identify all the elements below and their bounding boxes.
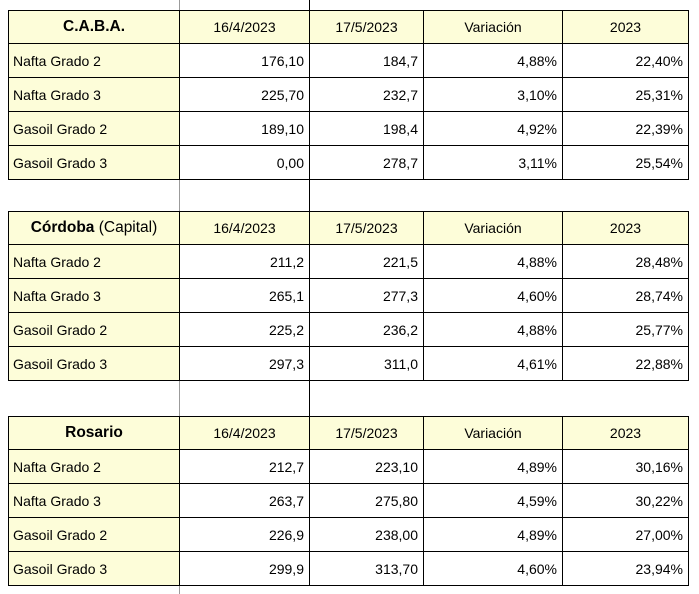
column-header-2023: 2023: [562, 10, 689, 44]
city-name: C.A.B.A.: [63, 18, 125, 35]
column-header-variation: Variación: [423, 10, 563, 44]
table-row: Nafta Grado 3 263,7 275,80 4,59% 30,22%: [8, 483, 689, 518]
price-may-cell: 278,7: [309, 145, 424, 180]
table-row: Gasoil Grado 2 225,2 236,2 4,88% 25,77%: [8, 312, 689, 347]
price-may-cell: 277,3: [309, 278, 424, 313]
column-header-variation: Variación: [423, 211, 563, 245]
ytd-2023-cell: 25,31%: [562, 77, 689, 112]
variation-cell: 4,88%: [423, 43, 563, 78]
column-header-2023: 2023: [562, 211, 689, 245]
table-row: Gasoil Grado 3 299,9 313,70 4,60% 23,94%: [8, 551, 689, 586]
product-label: Nafta Grado 3: [8, 483, 180, 518]
city-name: Rosario: [65, 424, 123, 441]
variation-cell: 4,59%: [423, 483, 563, 518]
ytd-2023-cell: 28,48%: [562, 244, 689, 279]
product-label: Gasoil Grado 2: [8, 517, 180, 552]
price-apr-cell: 263,7: [179, 483, 310, 518]
column-header-may-date: 17/5/2023: [309, 211, 424, 245]
price-may-cell: 275,80: [309, 483, 424, 518]
price-apr-cell: 265,1: [179, 278, 310, 313]
variation-cell: 4,89%: [423, 449, 563, 484]
variation-cell: 4,89%: [423, 517, 563, 552]
header-row: Córdoba (Capital) 16/4/2023 17/5/2023 Va…: [8, 211, 689, 245]
city-suffix: (Capital): [94, 219, 158, 236]
price-table-rosario: Rosario 16/4/2023 17/5/2023 Variación 20…: [8, 416, 689, 586]
city-header: C.A.B.A.: [8, 10, 180, 44]
table-row: Nafta Grado 3 265,1 277,3 4,60% 28,74%: [8, 278, 689, 313]
ytd-2023-cell: 23,94%: [562, 551, 689, 586]
price-may-cell: 184,7: [309, 43, 424, 78]
column-header-2023: 2023: [562, 416, 689, 450]
table-row: Nafta Grado 2 212,7 223,10 4,89% 30,16%: [8, 449, 689, 484]
price-apr-cell: 226,9: [179, 517, 310, 552]
price-apr-cell: 225,70: [179, 77, 310, 112]
price-apr-cell: 297,3: [179, 346, 310, 381]
table-row: Gasoil Grado 3 297,3 311,0 4,61% 22,88%: [8, 346, 689, 381]
ytd-2023-cell: 27,00%: [562, 517, 689, 552]
price-may-cell: 238,00: [309, 517, 424, 552]
city-header: Rosario: [8, 416, 180, 450]
price-apr-cell: 189,10: [179, 111, 310, 146]
product-label: Nafta Grado 2: [8, 449, 180, 484]
price-apr-cell: 212,7: [179, 449, 310, 484]
table-row: Nafta Grado 3 225,70 232,7 3,10% 25,31%: [8, 77, 689, 112]
price-apr-cell: 0,00: [179, 145, 310, 180]
column-header-apr-date: 16/4/2023: [179, 416, 310, 450]
price-may-cell: 198,4: [309, 111, 424, 146]
price-may-cell: 223,10: [309, 449, 424, 484]
price-table-cordoba: Córdoba (Capital) 16/4/2023 17/5/2023 Va…: [8, 211, 689, 381]
price-may-cell: 311,0: [309, 346, 424, 381]
price-table-caba: C.A.B.A. 16/4/2023 17/5/2023 Variación 2…: [8, 10, 689, 180]
price-may-cell: 221,5: [309, 244, 424, 279]
ytd-2023-cell: 22,40%: [562, 43, 689, 78]
variation-cell: 3,10%: [423, 77, 563, 112]
column-header-variation: Variación: [423, 416, 563, 450]
ytd-2023-cell: 30,16%: [562, 449, 689, 484]
column-header-may-date: 17/5/2023: [309, 416, 424, 450]
variation-cell: 4,88%: [423, 244, 563, 279]
variation-cell: 4,92%: [423, 111, 563, 146]
variation-cell: 4,88%: [423, 312, 563, 347]
product-label: Nafta Grado 2: [8, 244, 180, 279]
product-label: Nafta Grado 3: [8, 77, 180, 112]
ytd-2023-cell: 28,74%: [562, 278, 689, 313]
table-row: Nafta Grado 2 176,10 184,7 4,88% 22,40%: [8, 43, 689, 78]
product-label: Gasoil Grado 3: [8, 346, 180, 381]
price-apr-cell: 211,2: [179, 244, 310, 279]
variation-cell: 4,60%: [423, 551, 563, 586]
product-label: Gasoil Grado 3: [8, 145, 180, 180]
column-header-apr-date: 16/4/2023: [179, 10, 310, 44]
ytd-2023-cell: 22,88%: [562, 346, 689, 381]
city-header: Córdoba (Capital): [8, 211, 180, 245]
product-label: Nafta Grado 2: [8, 43, 180, 78]
variation-cell: 4,61%: [423, 346, 563, 381]
table-row: Nafta Grado 2 211,2 221,5 4,88% 28,48%: [8, 244, 689, 279]
ytd-2023-cell: 25,54%: [562, 145, 689, 180]
table-row: Gasoil Grado 2 226,9 238,00 4,89% 27,00%: [8, 517, 689, 552]
price-apr-cell: 176,10: [179, 43, 310, 78]
column-header-apr-date: 16/4/2023: [179, 211, 310, 245]
price-may-cell: 232,7: [309, 77, 424, 112]
column-header-may-date: 17/5/2023: [309, 10, 424, 44]
price-may-cell: 236,2: [309, 312, 424, 347]
product-label: Gasoil Grado 3: [8, 551, 180, 586]
header-row: C.A.B.A. 16/4/2023 17/5/2023 Variación 2…: [8, 10, 689, 44]
variation-cell: 3,11%: [423, 145, 563, 180]
city-name: Córdoba: [30, 219, 95, 236]
ytd-2023-cell: 25,77%: [562, 312, 689, 347]
product-label: Gasoil Grado 2: [8, 312, 180, 347]
product-label: Gasoil Grado 2: [8, 111, 180, 146]
ytd-2023-cell: 30,22%: [562, 483, 689, 518]
table-row: Gasoil Grado 2 189,10 198,4 4,92% 22,39%: [8, 111, 689, 146]
header-row: Rosario 16/4/2023 17/5/2023 Variación 20…: [8, 416, 689, 450]
product-label: Nafta Grado 3: [8, 278, 180, 313]
price-apr-cell: 299,9: [179, 551, 310, 586]
table-row: Gasoil Grado 3 0,00 278,7 3,11% 25,54%: [8, 145, 689, 180]
price-apr-cell: 225,2: [179, 312, 310, 347]
price-may-cell: 313,70: [309, 551, 424, 586]
ytd-2023-cell: 22,39%: [562, 111, 689, 146]
variation-cell: 4,60%: [423, 278, 563, 313]
